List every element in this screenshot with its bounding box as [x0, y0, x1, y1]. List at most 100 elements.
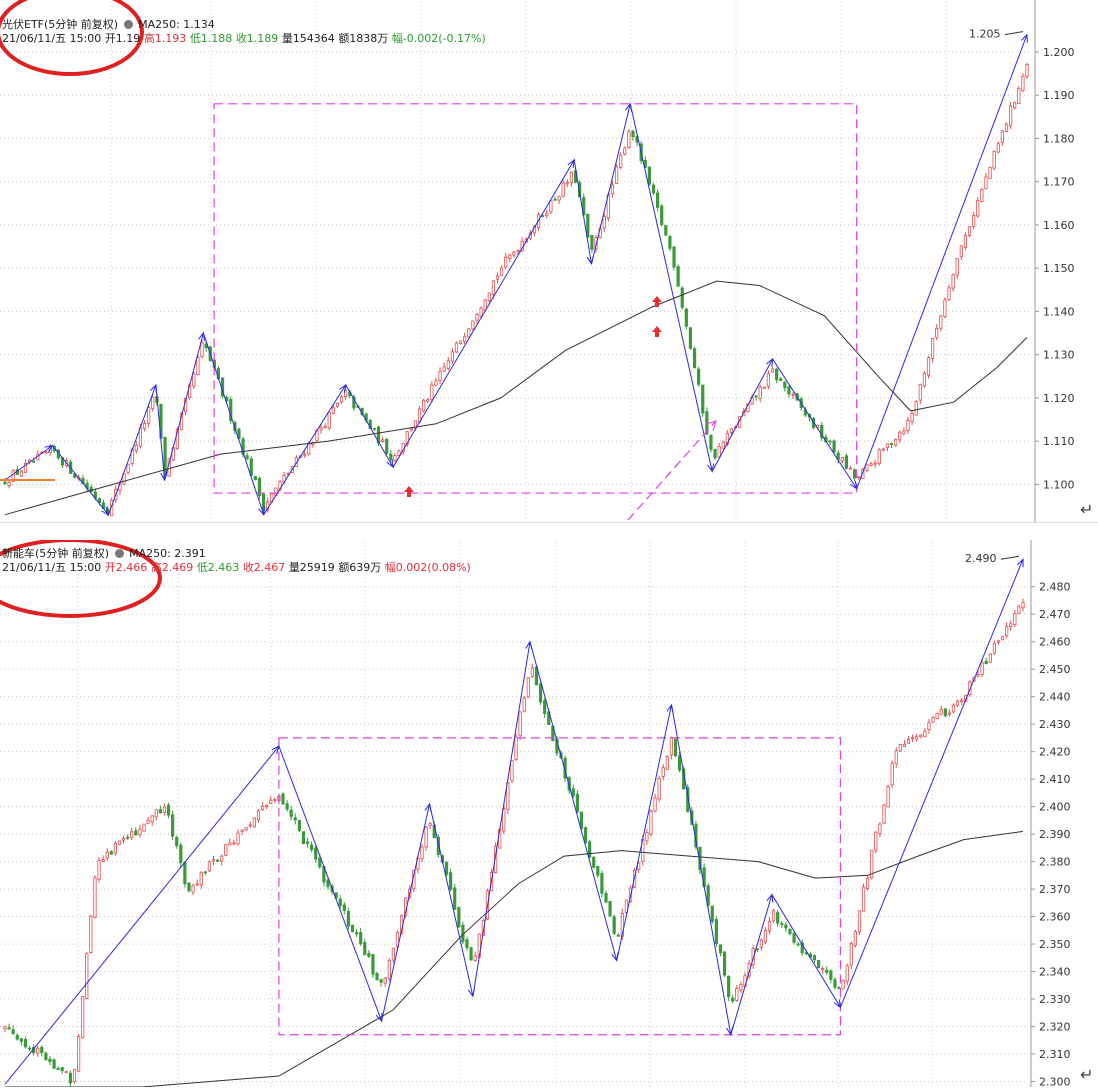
candle	[775, 367, 779, 384]
zigzag-arrowhead	[160, 472, 168, 482]
candle	[837, 986, 841, 990]
candle	[142, 823, 146, 832]
zigzag-arrowhead	[338, 383, 347, 393]
candle	[673, 738, 678, 758]
candle	[984, 173, 988, 190]
candle	[454, 341, 459, 353]
candle	[545, 209, 549, 219]
candle-body	[766, 373, 771, 387]
candle-body	[154, 809, 158, 818]
candle-body	[326, 879, 330, 887]
candle-body	[791, 393, 795, 396]
candle-body	[992, 643, 996, 654]
candle	[853, 468, 857, 482]
candle-body	[776, 912, 780, 924]
candle	[721, 440, 725, 450]
candle	[631, 129, 635, 141]
y-tick-label: 2.440	[1039, 691, 1071, 704]
candle	[926, 356, 931, 379]
candle-body	[113, 842, 117, 854]
candle-body	[894, 439, 898, 446]
candle-body	[442, 366, 446, 372]
candle	[565, 179, 569, 187]
candle	[273, 797, 277, 803]
candle	[616, 932, 620, 937]
close-1: 收1.189	[235, 32, 279, 45]
candle	[44, 450, 48, 454]
candle	[600, 870, 604, 898]
y-tick-label: 2.420	[1039, 746, 1071, 759]
y-tick-label: 2.410	[1039, 773, 1071, 786]
y-tick-label: 2.390	[1039, 828, 1071, 841]
candle-body	[344, 390, 348, 397]
candle-body	[7, 1027, 11, 1030]
price-chart-2[interactable]: 2.300 2.310 2.320 2.330 2.340 2.350 2.360 2.370…	[0, 510, 1098, 1091]
zigzag-arrowhead	[766, 357, 774, 367]
candle-body	[228, 842, 232, 846]
candle-body	[318, 857, 322, 868]
candle	[323, 423, 327, 429]
candle-body	[253, 476, 257, 480]
candle-body	[327, 411, 331, 429]
candle-body	[249, 458, 253, 476]
candle	[301, 831, 306, 845]
candle-body	[215, 859, 220, 862]
settings-dot-icon[interactable]	[123, 20, 133, 29]
candle	[873, 459, 877, 468]
candle	[15, 1033, 19, 1041]
candle-body	[142, 823, 146, 832]
candle	[604, 890, 608, 904]
candle	[245, 452, 249, 461]
amount-2: 额639万	[338, 561, 382, 574]
candle-body	[739, 984, 743, 991]
candle	[1005, 622, 1009, 639]
candle	[56, 449, 60, 461]
settings-dot-icon[interactable]	[114, 549, 124, 558]
candle-body	[44, 451, 48, 454]
candle	[260, 801, 265, 811]
candle-body	[430, 384, 434, 400]
candle-body	[3, 1025, 7, 1030]
candle	[783, 380, 787, 392]
candle-body	[64, 1071, 68, 1073]
candle-body	[910, 413, 914, 422]
candle-body	[44, 1052, 48, 1061]
price-chart-1[interactable]: 1.100 1.110 1.120 1.130 1.140 1.150 1.160 1.170…	[0, 0, 1098, 549]
candle	[327, 410, 331, 431]
candle-body	[825, 969, 829, 973]
candle	[935, 324, 939, 341]
candle	[428, 822, 432, 830]
candle	[767, 917, 772, 935]
candle	[651, 182, 656, 195]
candle-body	[352, 396, 356, 409]
candle-body	[183, 862, 187, 885]
candle	[228, 838, 232, 846]
candle-body	[434, 380, 438, 386]
candle-body	[812, 955, 817, 961]
candle-body	[784, 924, 788, 929]
candle	[718, 944, 723, 957]
candle	[199, 871, 203, 889]
y-tick-label: 2.370	[1039, 883, 1071, 896]
zigzag-arrowhead	[386, 459, 394, 469]
candle	[623, 146, 627, 156]
date-2: 21/06/11/五 15:00	[2, 561, 102, 574]
candle	[857, 476, 861, 480]
zigzag-arrowhead	[101, 506, 110, 516]
candle-body	[886, 786, 890, 808]
candle-body	[579, 811, 584, 829]
candle	[354, 929, 359, 938]
candle	[1009, 620, 1013, 632]
candle-body	[301, 831, 306, 845]
candle	[339, 394, 344, 404]
ma-label-1: MA250: 1.134	[138, 18, 215, 31]
candle-body	[680, 287, 684, 308]
candle-body	[376, 426, 381, 444]
candle-body	[672, 246, 676, 268]
candle-body	[175, 428, 179, 449]
candle-body	[458, 340, 463, 344]
candle	[281, 792, 285, 805]
candle	[85, 479, 89, 493]
candle	[647, 166, 651, 186]
candle	[885, 443, 890, 451]
